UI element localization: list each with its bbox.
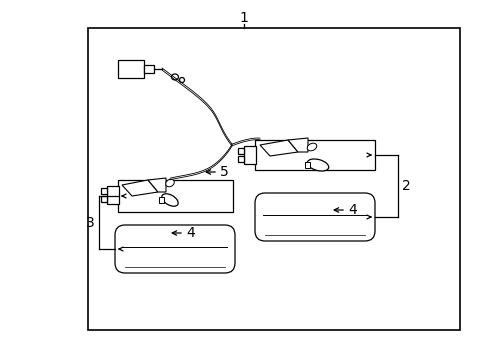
FancyBboxPatch shape bbox=[254, 193, 374, 241]
Ellipse shape bbox=[162, 194, 178, 206]
Bar bbox=[254, 140, 374, 170]
Ellipse shape bbox=[306, 143, 316, 151]
FancyBboxPatch shape bbox=[115, 225, 235, 273]
Bar bbox=[305, 162, 309, 168]
Bar bbox=[88, 28, 459, 330]
Bar bbox=[238, 148, 244, 154]
Polygon shape bbox=[260, 140, 297, 156]
Ellipse shape bbox=[306, 159, 328, 171]
Ellipse shape bbox=[165, 179, 174, 187]
Bar bbox=[238, 156, 244, 162]
Ellipse shape bbox=[179, 77, 184, 82]
Polygon shape bbox=[148, 178, 165, 192]
Text: 1: 1 bbox=[239, 11, 248, 25]
Ellipse shape bbox=[171, 74, 178, 80]
Text: 4: 4 bbox=[347, 203, 356, 217]
Text: 4: 4 bbox=[185, 226, 194, 240]
Bar bbox=[101, 196, 107, 202]
Bar bbox=[107, 186, 119, 204]
Bar bbox=[244, 146, 256, 164]
Polygon shape bbox=[122, 180, 158, 196]
Text: 5: 5 bbox=[220, 165, 228, 179]
Bar bbox=[159, 197, 163, 203]
Bar bbox=[118, 180, 232, 212]
Text: 2: 2 bbox=[401, 179, 410, 193]
Bar bbox=[143, 65, 154, 73]
Polygon shape bbox=[287, 138, 307, 152]
Text: 3: 3 bbox=[86, 216, 95, 230]
Bar bbox=[101, 188, 107, 194]
Bar bbox=[118, 60, 143, 78]
